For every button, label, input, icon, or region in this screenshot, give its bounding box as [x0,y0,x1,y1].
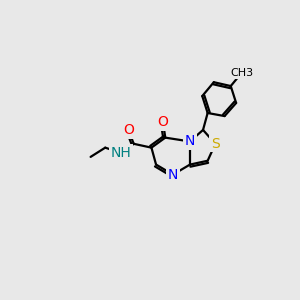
Text: O: O [158,115,168,129]
Text: N: N [185,134,195,148]
Text: O: O [123,123,134,137]
Text: S: S [211,137,220,151]
Text: NH: NH [111,146,132,160]
Text: CH3: CH3 [230,68,253,78]
Text: N: N [168,168,178,182]
